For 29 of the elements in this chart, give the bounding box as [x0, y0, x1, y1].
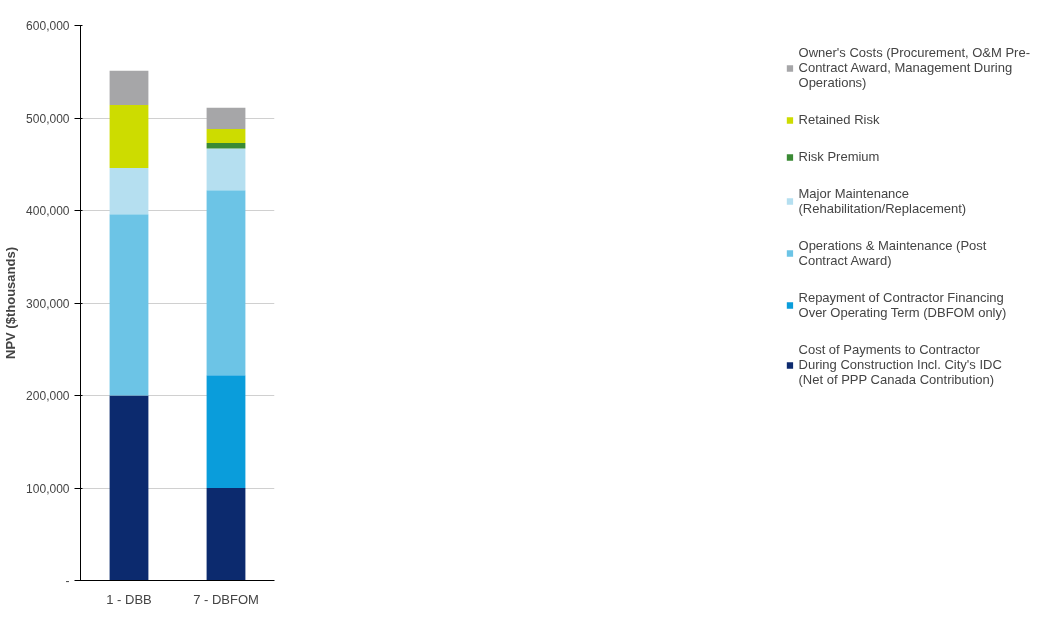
legend-label: Retained Risk	[798, 112, 880, 127]
y-tick-label: -	[65, 574, 70, 588]
y-tick-label: 600,000	[26, 19, 70, 33]
y-tick-label: 300,000	[26, 296, 70, 311]
bar	[206, 148, 246, 191]
x-tick-label: 1 - DBB	[106, 591, 152, 607]
bar	[206, 190, 246, 376]
legend-label: Operations & Maintenance (Post Contract Award)	[798, 238, 987, 268]
y-axis-title: NPV ($thousands)	[3, 247, 19, 359]
legend-label: Cost of Payments to Contractor During Construction Incl. City's IDC (Net of PPP Canada Contribution)	[798, 342, 1002, 387]
legend-label: Owner's Costs (Procurement, O&M Pre-Contract Award, Management During Operations)	[798, 45, 1030, 90]
bar	[109, 167, 149, 215]
y-tick-label: 500,000	[26, 111, 70, 126]
bar	[206, 375, 246, 488]
bar	[109, 105, 149, 168]
bar	[109, 70, 149, 106]
bar	[109, 395, 149, 581]
y-tick-label: 100,000	[26, 481, 70, 496]
y-tick-label: 200,000	[26, 389, 70, 403]
bar	[206, 129, 246, 143]
bar	[109, 214, 149, 396]
bar	[206, 107, 246, 130]
bar	[206, 142, 246, 149]
legend-label: Risk Premium	[798, 149, 880, 164]
legend-label: Major Maintenance (Rehabilitation/Replacement)	[798, 186, 967, 216]
y-tick-label: 400,000	[26, 204, 70, 218]
bar	[206, 488, 246, 581]
x-tick-label: 7 - DBFOM	[193, 591, 259, 607]
legend-label: Repayment of Contractor Financing Over Operating Term (DBFOM only)	[798, 290, 1007, 320]
